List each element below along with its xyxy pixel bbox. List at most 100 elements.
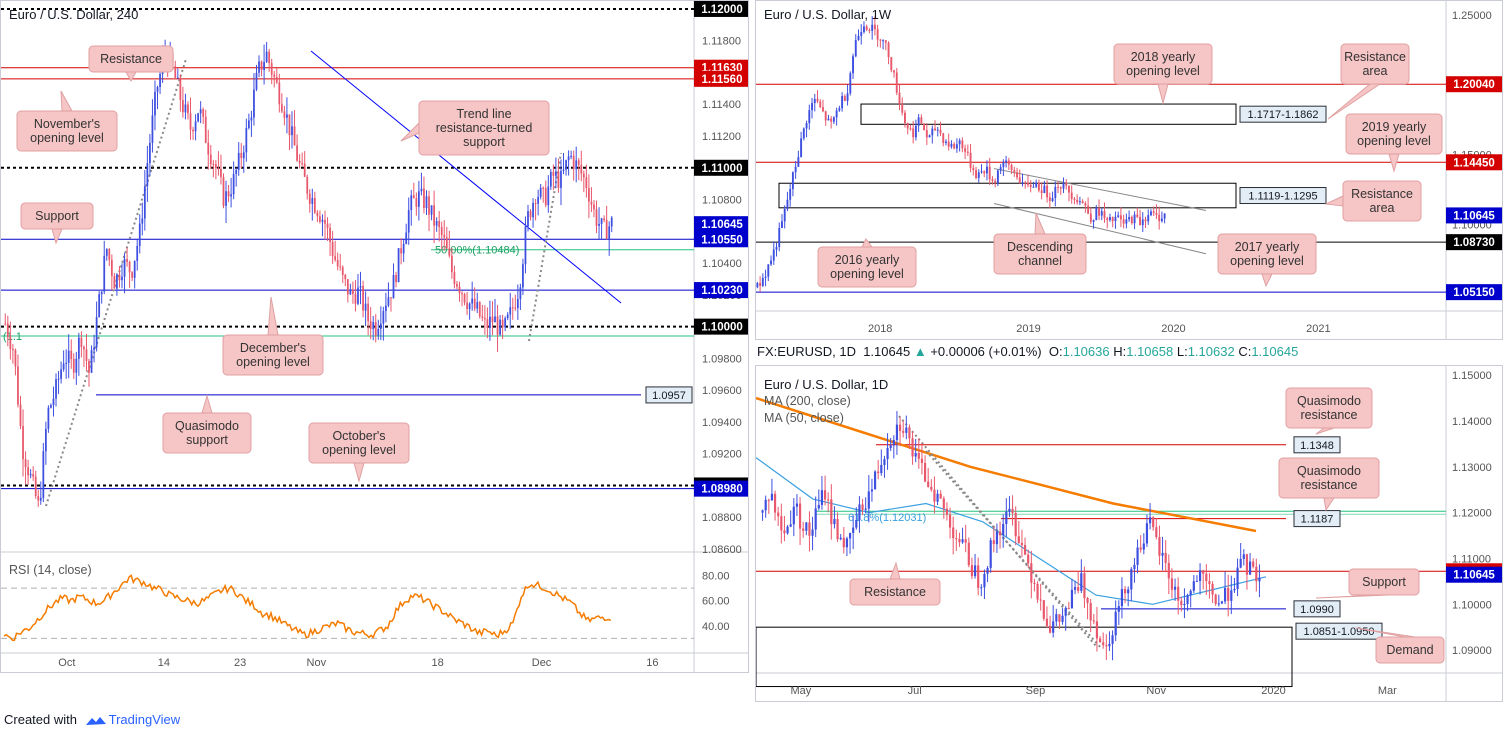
candle-body	[494, 316, 496, 323]
candle-body	[871, 24, 874, 31]
candle-body	[504, 318, 507, 328]
candle-body	[288, 114, 291, 136]
d1-callout-tail	[1315, 427, 1335, 435]
candle-body	[864, 508, 867, 510]
candle-body	[958, 539, 961, 543]
h4-price-tag: 1.10000	[701, 322, 743, 334]
candle-body	[514, 307, 517, 309]
d1-box-tag-bg	[1293, 436, 1341, 454]
candle-body	[44, 428, 47, 452]
candle-body	[898, 424, 902, 431]
w1-chart-panel[interactable]: 1.250001.200001.150001.100001.050001.171…	[755, 0, 1503, 340]
candle-body	[936, 129, 939, 131]
candle-body	[1098, 207, 1100, 216]
candle-body	[270, 63, 273, 75]
candle-body	[880, 464, 883, 474]
candle-body	[886, 448, 889, 460]
d1-callout-text: resistance	[1301, 478, 1358, 492]
candle-body	[425, 196, 428, 209]
candle-body	[199, 109, 202, 114]
d1-x-tick-label: May	[790, 685, 811, 697]
h4-price-tag-bg	[694, 231, 748, 248]
candle-body	[420, 188, 423, 192]
candle-body	[887, 42, 890, 58]
candle-body	[313, 198, 316, 213]
h4-fib-label: 50.00%(1.10484)	[435, 245, 519, 257]
candle-body	[1158, 214, 1161, 222]
w1-chart-canvas: 1.250001.200001.150001.100001.050001.171…	[756, 1, 1502, 339]
candle-body	[928, 135, 931, 138]
candle-body	[1189, 590, 1192, 596]
w1-callout-tail	[1324, 195, 1344, 207]
candle-body	[925, 130, 928, 138]
candle-body	[961, 140, 964, 149]
candle-body	[67, 350, 70, 363]
tradingview-link[interactable]: TradingView	[108, 712, 181, 727]
candle-body	[326, 223, 329, 228]
candle-body	[98, 294, 101, 318]
d1-zone-tag: 1.0851-1.0950	[1304, 626, 1375, 638]
candle-body	[1070, 192, 1073, 199]
candle-body	[197, 113, 200, 122]
h4-chart-panel[interactable]: 1.118001.116001.114001.112001.110001.108…	[0, 0, 749, 673]
candle-body	[1239, 558, 1242, 568]
candle-body	[948, 514, 952, 528]
candle-body	[562, 169, 565, 171]
candle-body	[1119, 215, 1122, 220]
h4-price-tag-bg	[694, 480, 748, 497]
h4-y-tick-label: 1.08600	[702, 544, 742, 556]
candle-body	[1106, 218, 1109, 221]
candle-body	[346, 279, 349, 295]
candle-body	[83, 347, 85, 350]
candle-body	[293, 126, 296, 146]
candle-body	[1161, 552, 1164, 556]
d1-demand-zone	[756, 626, 1293, 688]
candle-body	[808, 522, 811, 536]
h4-x-tick-label: 14	[158, 657, 170, 669]
candle-body	[1070, 589, 1074, 609]
w1-channel-top	[993, 168, 1207, 211]
w1-callout-text: area	[1369, 201, 1394, 215]
candle-body	[1057, 186, 1059, 188]
d1-chart-panel[interactable]: 1.15000 1.14000 1.13000 1.12000 1.11000 1.100…	[755, 365, 1503, 702]
candle-body	[892, 440, 895, 446]
candle-body	[123, 259, 126, 277]
candle-body	[440, 227, 443, 235]
candle-body	[47, 407, 50, 429]
candle-body	[773, 493, 777, 513]
candle-body	[27, 467, 29, 476]
candle-body	[1198, 570, 1202, 581]
d1-y-tick-label: 1.14000	[1452, 416, 1492, 428]
d1-y-tick-label: 1.11000	[1452, 553, 1491, 565]
h4-y-tick-label: 1.11400	[702, 99, 741, 111]
w1-callout-text: 2016 yearly	[835, 253, 900, 267]
candle-body	[133, 260, 136, 278]
h4-callout-text: Quasimodo	[175, 419, 239, 433]
candle-body	[868, 29, 871, 31]
candle-body	[385, 305, 387, 312]
candle-body	[780, 516, 783, 531]
h4-callout-text: support	[186, 433, 228, 447]
w1-callout-tail	[1388, 153, 1400, 173]
candle-body	[149, 142, 151, 164]
candle-body	[235, 169, 238, 174]
candle-body	[822, 107, 824, 112]
candle-body	[491, 316, 494, 323]
candle-body	[767, 264, 770, 277]
d1-chart-canvas: 1.15000 1.14000 1.13000 1.12000 1.11000 1.100…	[756, 366, 1502, 701]
candle-body	[973, 565, 977, 577]
candle-body	[544, 187, 547, 206]
d1-x-tick-label: Jul	[908, 685, 922, 697]
candle-body	[1092, 219, 1095, 222]
candle-body	[1073, 198, 1076, 200]
ticker-close: 1.10645	[1251, 344, 1299, 359]
w1-callout-text: opening level	[1230, 254, 1304, 268]
ticker-symbol: FX:EURUSD, 1D	[757, 344, 856, 359]
candle-body	[344, 274, 347, 280]
candle-body	[1086, 598, 1089, 603]
w1-zone-tag: 1.1119-1.1295	[1248, 191, 1317, 203]
